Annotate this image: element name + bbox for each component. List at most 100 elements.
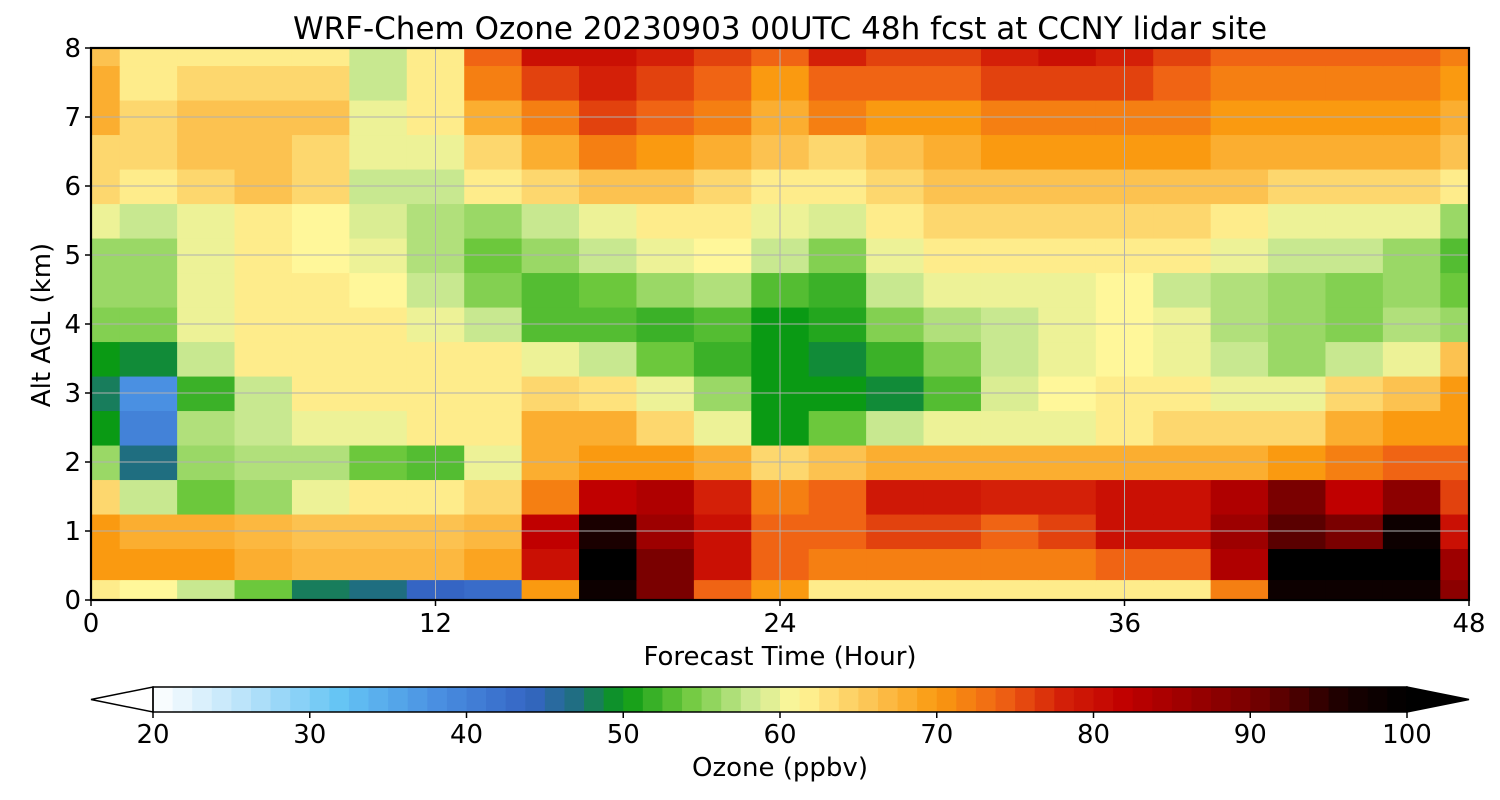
heatmap-cell [291,48,351,67]
heatmap-cell [579,134,638,170]
heatmap-cell [923,65,982,101]
colorbar-segment [799,687,820,712]
heatmap-cell [91,134,121,170]
heatmap-cell [636,272,695,308]
heatmap-cell [579,65,638,101]
heatmap-cell [923,203,982,239]
heatmap-cell [234,548,293,581]
heatmap-cell [1325,548,1384,581]
colorbar-segment [995,687,1016,712]
heatmap-cell [1382,65,1442,101]
heatmap-cell [1038,134,1097,170]
colorbar-segment [975,687,997,712]
heatmap-cell [521,479,580,515]
heatmap-cell [464,272,523,308]
heatmap-cell [579,272,638,308]
heatmap-cell [980,65,1040,101]
heatmap-cell [1038,203,1097,239]
heatmap-cell [980,548,1040,581]
heatmap-cell [923,272,982,308]
heatmap-cell [1038,65,1097,101]
colorbar-tick-label: 50 [607,720,640,750]
heatmap-cell [349,548,408,581]
heatmap-cell [119,341,178,377]
colorbar-segment [858,687,879,712]
colorbar-segment [211,687,232,712]
heatmap-cell [521,48,580,67]
heatmap-cell [1382,479,1442,515]
colorbar-segment [466,687,487,712]
heatmap-cell [923,548,982,581]
heatmap-cell [1210,203,1269,239]
heatmap-cell [1210,548,1269,581]
heatmap-cell [521,579,580,600]
colorbar-segment [1367,687,1389,712]
heatmap-cell [177,272,236,308]
heatmap-cell [693,65,753,101]
colorbar-segment [525,687,546,712]
heatmap-cell [866,65,925,101]
heatmap-cell [1325,134,1384,170]
heatmap-cell [1325,203,1384,239]
heatmap-cell [291,479,351,515]
heatmap-cell [866,203,925,239]
heatmap-cell [866,272,925,308]
heatmap-cell [349,410,408,446]
chart-title: WRF-Chem Ozone 20230903 00UTC 48h fcst a… [293,11,1267,47]
heatmap-cell [177,579,236,600]
colorbar-segment [192,687,213,712]
colorbar-segment [505,687,526,712]
heatmap-cell [1440,203,1469,239]
heatmap-cell [1038,579,1097,600]
heatmap-cell [808,272,867,308]
heatmap-cell [1268,203,1327,239]
colorbar-segment [368,687,389,712]
heatmap-cell [923,48,982,67]
colorbar-segment [1387,687,1408,712]
colorbar-min-extend [90,686,154,713]
colorbar-segment [956,687,977,712]
heatmap-cell [91,203,121,239]
heatmap-cell [1440,65,1469,101]
heatmap-cell [464,548,523,581]
colorbar-max-extend [1406,686,1470,713]
heatmap-cell [980,579,1040,600]
heatmap-cell [636,410,695,446]
heatmap-cell [1038,341,1097,377]
heatmap-cell [866,410,925,446]
heatmap-cell [579,341,638,377]
heatmap-cell [636,65,695,101]
colorbar-segment [309,687,330,712]
colorbar-segment [623,687,644,712]
heatmap-cell [291,134,351,170]
y-tick-label: 0 [64,586,81,616]
heatmap-cell [1440,548,1469,581]
colorbar-segment [290,687,311,712]
colorbar-segment [819,687,840,712]
heatmap-cell [980,341,1040,377]
heatmap-cell [1038,48,1097,67]
heatmap-cell [464,65,523,101]
x-axis: 0 12 24 36 48 [83,600,1486,639]
heatmap-cell [1153,272,1212,308]
heatmap-cell [1268,548,1327,581]
heatmap-cell [349,341,408,377]
colorbar-segment [446,687,468,712]
heatmap-cell [91,341,121,377]
heatmap-cell [1382,134,1442,170]
colorbar-segment [740,687,762,712]
heatmap-cell [1153,203,1212,239]
heatmap-cell [636,341,695,377]
heatmap-cell [693,134,753,170]
heatmap-cell [1210,272,1269,308]
colorbar-tick-label: 70 [920,720,953,750]
heatmap-cell [579,48,638,67]
heatmap-cell [349,48,408,67]
heatmap-cell [1440,48,1469,67]
heatmap-cell [177,548,236,581]
heatmap-cell [636,479,695,515]
x-tick-label: 36 [1108,609,1141,639]
heatmap-cell [91,272,121,308]
y-tick-label: 1 [64,517,81,547]
heatmap-cell [119,65,178,101]
